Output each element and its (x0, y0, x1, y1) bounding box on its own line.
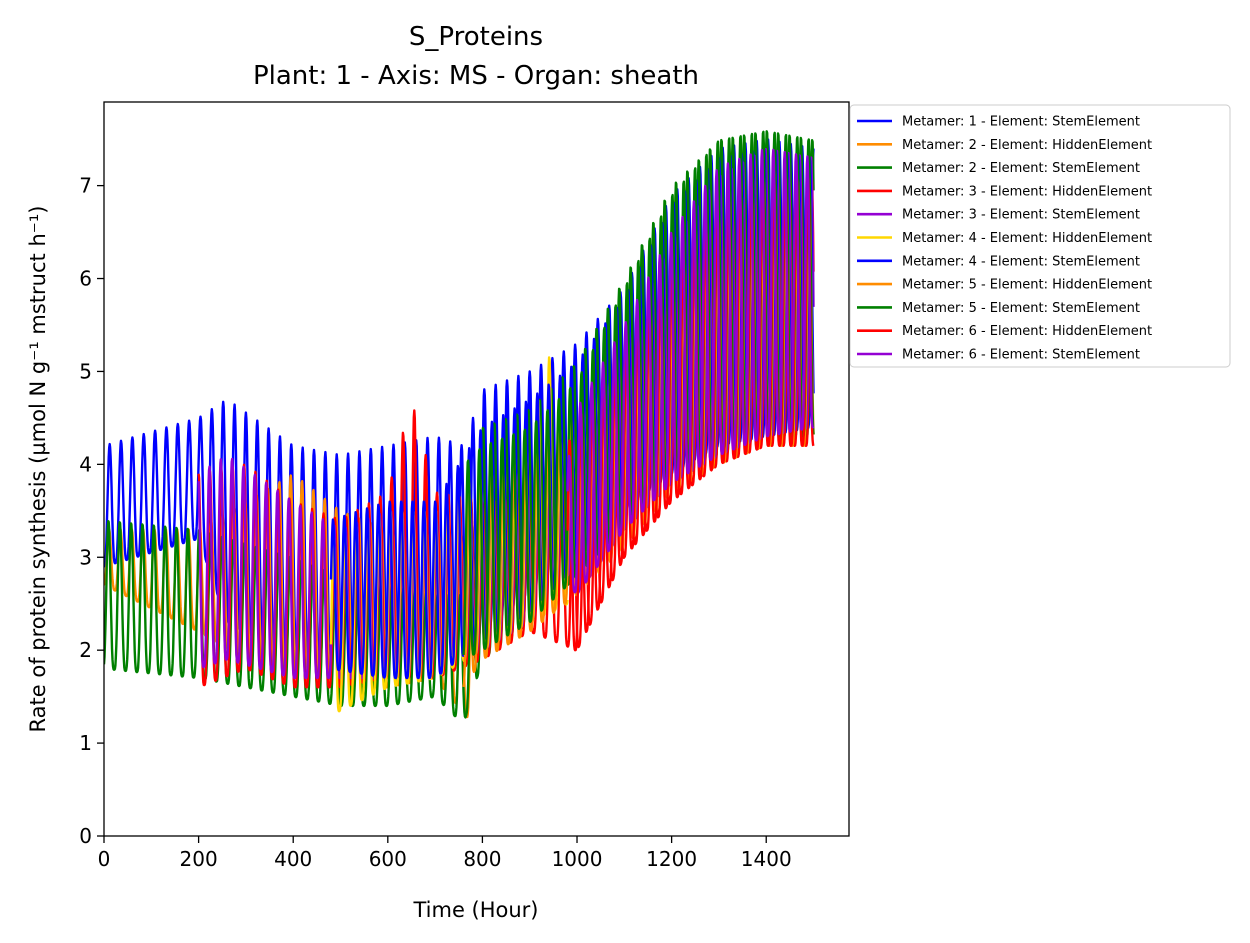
legend-label: Metamer: 2 - Element: StemElement (902, 161, 1140, 176)
legend-label: Metamer: 5 - Element: StemElement (902, 301, 1140, 316)
y-tick-label: 1 (79, 731, 92, 755)
y-tick-label: 3 (79, 545, 92, 569)
x-tick-label: 200 (180, 847, 218, 871)
x-axis-label: Time (Hour) (412, 898, 538, 922)
x-tick-label: 1000 (552, 847, 603, 871)
plot-frame (103, 101, 850, 837)
legend-frame (849, 104, 1231, 368)
legend-label: Metamer: 5 - Element: HiddenElement (902, 278, 1152, 293)
y-axis: 0 1 2 3 4 5 6 7 (79, 174, 104, 848)
legend-label: Metamer: 4 - Element: HiddenElement (902, 231, 1152, 246)
legend-label: Metamer: 1 - Element: StemElement (902, 115, 1140, 130)
legend-label: Metamer: 6 - Element: HiddenElement (902, 324, 1152, 339)
x-tick-label: 600 (369, 847, 407, 871)
x-tick-label: 400 (274, 847, 312, 871)
legend-label: Metamer: 3 - Element: StemElement (902, 208, 1140, 223)
x-tick-label: 1400 (741, 847, 792, 871)
legend-label: Metamer: 6 - Element: StemElement (902, 348, 1140, 363)
legend-label: Metamer: 4 - Element: StemElement (902, 254, 1140, 269)
y-tick-label: 4 (79, 452, 92, 476)
x-tick-label: 0 (98, 847, 111, 871)
x-tick-label: 1200 (646, 847, 697, 871)
y-tick-label: 7 (79, 174, 92, 198)
y-tick-label: 6 (79, 267, 92, 291)
chart-subtitle: Plant: 1 - Axis: MS - Organ: sheath (253, 61, 699, 91)
series-group (104, 130, 815, 719)
y-tick-label: 2 (79, 638, 92, 662)
legend: Metamer: 1 - Element: StemElement Metamer… (849, 104, 1231, 368)
legend-label: Metamer: 2 - Element: HiddenElement (902, 138, 1152, 153)
legend-label: Metamer: 3 - Element: HiddenElement (902, 184, 1152, 199)
series-line (566, 148, 815, 594)
chart-title: S_Proteins (409, 22, 543, 52)
y-tick-label: 0 (79, 824, 92, 848)
y-tick-label: 5 (79, 359, 92, 383)
x-tick-label: 800 (463, 847, 501, 871)
x-axis: 0 200 400 600 800 1000 1200 1400 (98, 836, 792, 871)
y-axis-label: Rate of protein synthesis (µmol N g⁻¹ ms… (26, 206, 50, 733)
